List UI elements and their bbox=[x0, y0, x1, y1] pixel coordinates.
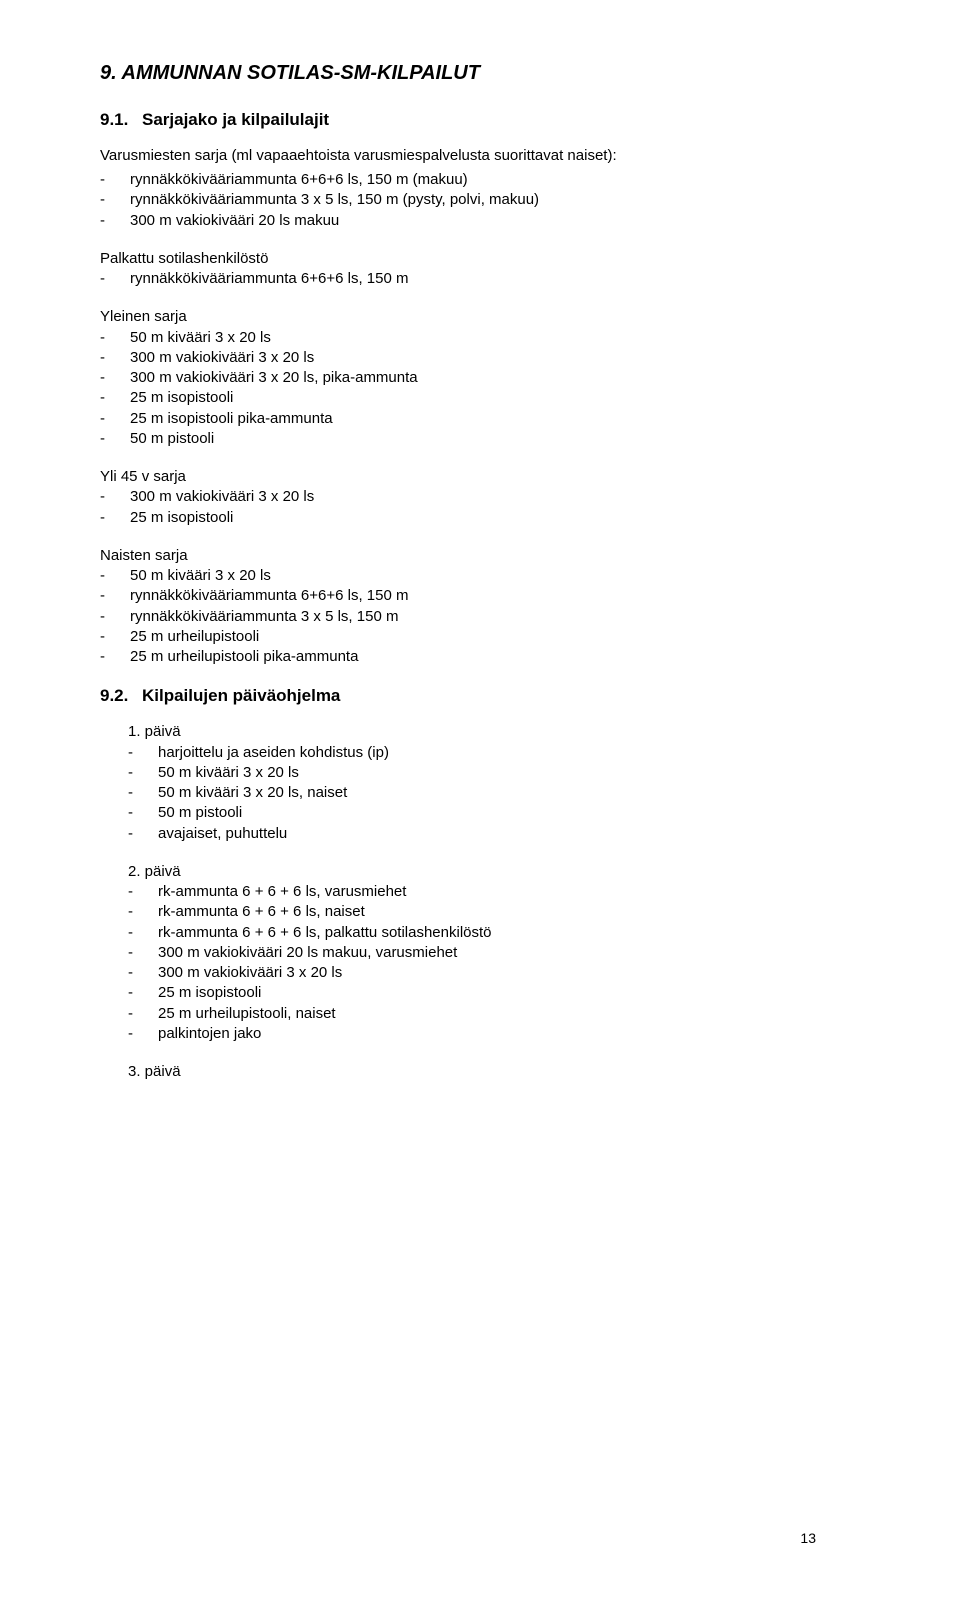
list-item: 300 m vakiokivääri 3 x 20 ls bbox=[100, 348, 880, 368]
section-9-1-text: Sarjajako ja kilpailulajit bbox=[142, 110, 329, 129]
varusmiesten-intro: Varusmiesten sarja (ml vapaaehtoista var… bbox=[100, 146, 880, 166]
naisten-block: Naisten sarja 50 m kivääri 3 x 20 ls ryn… bbox=[100, 546, 880, 668]
list-item: rynnäkkökivääriammunta 6+6+6 ls, 150 m bbox=[100, 586, 880, 606]
list-item: 50 m kivääri 3 x 20 ls bbox=[100, 566, 880, 586]
section-9-2-text: Kilpailujen päiväohjelma bbox=[142, 686, 340, 705]
section-9-2-num: 9.2. bbox=[100, 685, 142, 708]
list-item: rynnäkkökivääriammunta 6+6+6 ls, 150 m bbox=[100, 269, 880, 289]
list-item: rk-ammunta 6 + 6 + 6 ls, varusmiehet bbox=[128, 882, 880, 902]
section-9-2-heading: 9.2.Kilpailujen päiväohjelma bbox=[100, 685, 880, 708]
list-item: palkintojen jako bbox=[128, 1024, 880, 1044]
paiva2-list: rk-ammunta 6 + 6 + 6 ls, varusmiehet rk-… bbox=[128, 882, 880, 1044]
list-item: 25 m urheilupistooli bbox=[100, 627, 880, 647]
list-item: rynnäkkökivääriammunta 6+6+6 ls, 150 m (… bbox=[100, 170, 880, 190]
naisten-list: 50 m kivääri 3 x 20 ls rynnäkkökivääriam… bbox=[100, 566, 880, 667]
yleinen-label: Yleinen sarja bbox=[100, 307, 880, 327]
paiva1-label: 1. päivä bbox=[128, 722, 880, 742]
list-item: 300 m vakiokivääri 20 ls makuu, varusmie… bbox=[128, 943, 880, 963]
list-item: 25 m isopistooli bbox=[100, 508, 880, 528]
yli45-label: Yli 45 v sarja bbox=[100, 467, 880, 487]
page-title: 9. AMMUNNAN SOTILAS-SM-KILPAILUT bbox=[100, 60, 880, 87]
varusmiesten-block: Varusmiesten sarja (ml vapaaehtoista var… bbox=[100, 146, 880, 231]
list-item: avajaiset, puhuttelu bbox=[128, 824, 880, 844]
list-item: 300 m vakiokivääri 3 x 20 ls bbox=[128, 963, 880, 983]
list-item: harjoittelu ja aseiden kohdistus (ip) bbox=[128, 743, 880, 763]
list-item: rk-ammunta 6 + 6 + 6 ls, palkattu sotila… bbox=[128, 923, 880, 943]
paiva1-block: 1. päivä harjoittelu ja aseiden kohdistu… bbox=[128, 722, 880, 844]
yli45-list: 300 m vakiokivääri 3 x 20 ls 25 m isopis… bbox=[100, 487, 880, 528]
list-item: rynnäkkökivääriammunta 3 x 5 ls, 150 m bbox=[100, 607, 880, 627]
list-item: 50 m kivääri 3 x 20 ls bbox=[100, 328, 880, 348]
list-item: 25 m isopistooli bbox=[128, 983, 880, 1003]
page-number: 13 bbox=[800, 1529, 816, 1548]
list-item: 25 m urheilupistooli, naiset bbox=[128, 1004, 880, 1024]
list-item: 50 m pistooli bbox=[128, 803, 880, 823]
list-item: rynnäkkökivääriammunta 3 x 5 ls, 150 m (… bbox=[100, 190, 880, 210]
yleinen-list: 50 m kivääri 3 x 20 ls 300 m vakiokiväär… bbox=[100, 328, 880, 450]
palkattu-label: Palkattu sotilashenkilöstö bbox=[100, 249, 880, 269]
paiva2-label: 2. päivä bbox=[128, 862, 880, 882]
paiva3-label: 3. päivä bbox=[128, 1062, 880, 1082]
section-9-1-num: 9.1. bbox=[100, 109, 142, 132]
list-item: 25 m isopistooli bbox=[100, 388, 880, 408]
paiva3-block: 3. päivä bbox=[128, 1062, 880, 1082]
list-item: 300 m vakiokivääri 20 ls makuu bbox=[100, 211, 880, 231]
list-item: 300 m vakiokivääri 3 x 20 ls bbox=[100, 487, 880, 507]
list-item: 50 m kivääri 3 x 20 ls, naiset bbox=[128, 783, 880, 803]
naisten-label: Naisten sarja bbox=[100, 546, 880, 566]
paiva2-block: 2. päivä rk-ammunta 6 + 6 + 6 ls, varusm… bbox=[128, 862, 880, 1044]
yli45-block: Yli 45 v sarja 300 m vakiokivääri 3 x 20… bbox=[100, 467, 880, 528]
list-item: 300 m vakiokivääri 3 x 20 ls, pika-ammun… bbox=[100, 368, 880, 388]
varusmiesten-list: rynnäkkökivääriammunta 6+6+6 ls, 150 m (… bbox=[100, 170, 880, 231]
paiva1-list: harjoittelu ja aseiden kohdistus (ip) 50… bbox=[128, 743, 880, 844]
section-9-1-heading: 9.1.Sarjajako ja kilpailulajit bbox=[100, 109, 880, 132]
list-item: 50 m pistooli bbox=[100, 429, 880, 449]
list-item: 25 m isopistooli pika-ammunta bbox=[100, 409, 880, 429]
palkattu-list: rynnäkkökivääriammunta 6+6+6 ls, 150 m bbox=[100, 269, 880, 289]
list-item: rk-ammunta 6 + 6 + 6 ls, naiset bbox=[128, 902, 880, 922]
list-item: 25 m urheilupistooli pika-ammunta bbox=[100, 647, 880, 667]
yleinen-block: Yleinen sarja 50 m kivääri 3 x 20 ls 300… bbox=[100, 307, 880, 449]
palkattu-block: Palkattu sotilashenkilöstö rynnäkkökivää… bbox=[100, 249, 880, 290]
list-item: 50 m kivääri 3 x 20 ls bbox=[128, 763, 880, 783]
